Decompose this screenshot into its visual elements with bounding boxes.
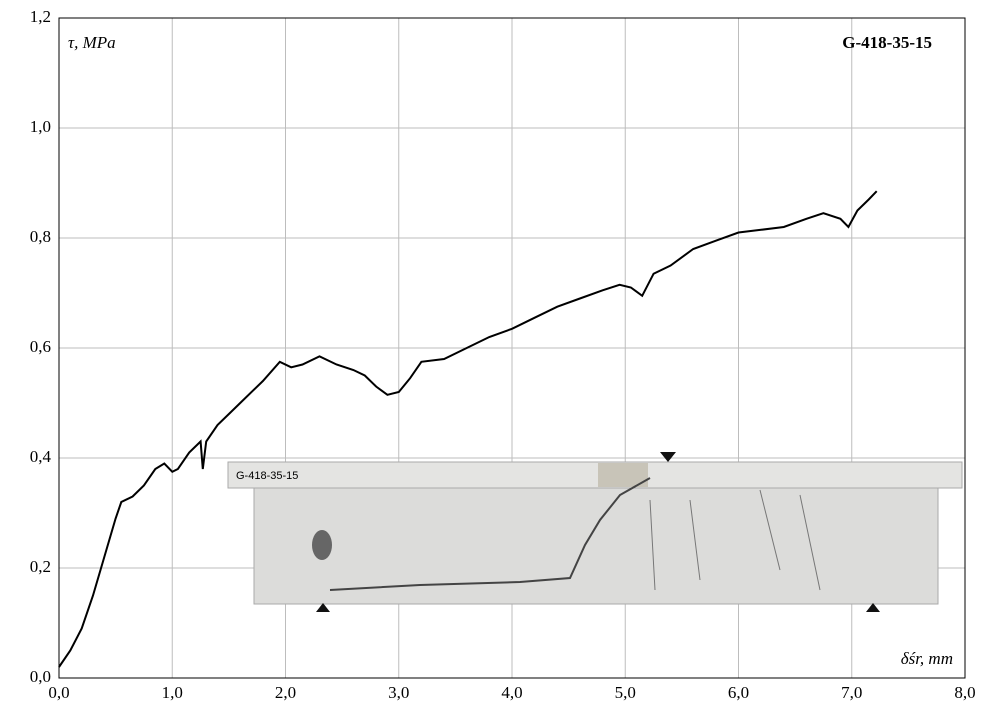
x-axis-label: δśr, mm xyxy=(901,649,953,668)
x-tick-label: 0,0 xyxy=(48,683,69,702)
y-tick-label: 0,0 xyxy=(30,667,51,686)
inset-label: G-418-35-15 xyxy=(236,470,298,482)
plot-frame xyxy=(58,17,966,679)
data-line xyxy=(58,190,878,668)
crack xyxy=(329,477,651,591)
y-axis-label: τ, MPa xyxy=(68,33,116,52)
support-arrow xyxy=(316,603,330,612)
x-tick-label: 1,0 xyxy=(162,683,183,702)
support-arrow xyxy=(866,603,880,612)
y-tick-label: 0,8 xyxy=(30,227,51,246)
x-tick-label: 4,0 xyxy=(501,683,522,702)
x-tick-label: 8,0 xyxy=(954,683,975,702)
y-tick-label: 0,2 xyxy=(30,557,51,576)
x-tick-label: 6,0 xyxy=(728,683,749,702)
y-tick-label: 1,0 xyxy=(30,117,51,136)
x-tick-label: 3,0 xyxy=(388,683,409,702)
beam-flange xyxy=(227,461,963,489)
x-tick-label: 2,0 xyxy=(275,683,296,702)
chart-title: G-418-35-15 xyxy=(842,33,932,52)
load-arrow xyxy=(660,452,676,462)
y-tick-label: 0,4 xyxy=(30,447,52,466)
y-tick-label: 1,2 xyxy=(30,7,51,26)
y-tick-label: 0,6 xyxy=(30,337,51,356)
beam-web xyxy=(253,487,939,605)
beam-spot xyxy=(312,530,332,560)
crack xyxy=(649,489,821,591)
inset-photo: G-418-35-15 xyxy=(227,452,963,612)
x-tick-label: 5,0 xyxy=(615,683,636,702)
x-tick-label: 7,0 xyxy=(841,683,862,702)
